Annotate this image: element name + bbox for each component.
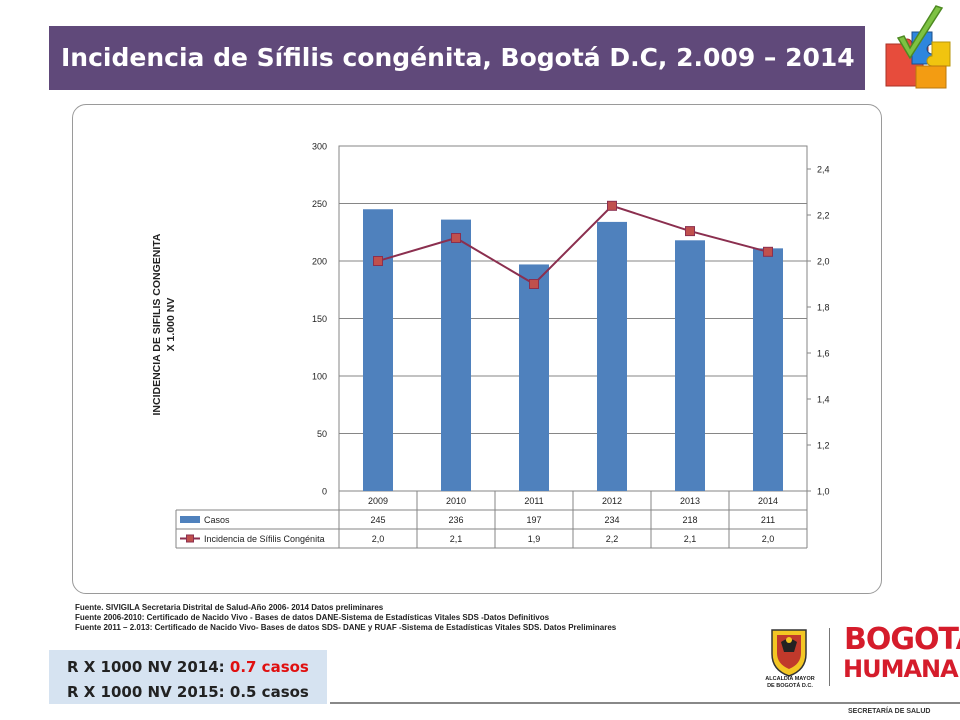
rate-2014: R X 1000 NV 2014: 0.7 casos xyxy=(67,658,309,676)
rate-2014-value: 0.7 casos xyxy=(229,658,309,676)
y2-tick-label: 1,6 xyxy=(817,349,830,359)
rate-2014-label: R X 1000 NV 2014: xyxy=(67,658,230,676)
y-tick-label: 0 xyxy=(322,487,327,497)
y-tick-label: 50 xyxy=(317,429,327,439)
y-tick-label: 100 xyxy=(312,372,327,382)
y2-tick-label: 1,2 xyxy=(817,441,830,451)
alcaldia-label: ALCALDÍA MAYOR DE BOGOTÁ D.C. xyxy=(752,676,828,690)
chart: 0 50 100 150 200 250 300 1,0 1,2 1,4 1,6 1,8 2,0 2,2 2… xyxy=(151,142,830,549)
chart-frame: 0 50 100 150 200 250 300 1,0 1,2 1,4 1,6 1,8 2,0 2,2 2… xyxy=(72,104,882,594)
logo-divider xyxy=(829,628,830,686)
line-point xyxy=(451,233,461,243)
title-bar: Incidencia de Sífilis congénita, Bogotá … xyxy=(49,26,865,90)
data-label: 234 xyxy=(604,515,619,525)
data-label: 2,1 xyxy=(684,534,697,544)
x-tick-label: 2009 xyxy=(368,496,388,506)
data-label: 2,0 xyxy=(372,534,385,544)
alcaldia-line: DE BOGOTÁ D.C. xyxy=(767,683,813,689)
legend-label: Incidencia de Sífilis Congénita xyxy=(204,534,325,544)
bar xyxy=(519,264,549,491)
legend-swatch-marker xyxy=(186,534,194,543)
y2-tick-label: 1,4 xyxy=(817,395,830,405)
incidence-line xyxy=(377,204,769,286)
x-tick-label: 2011 xyxy=(524,496,543,506)
line-point xyxy=(373,256,383,266)
legend-label: Casos xyxy=(204,515,230,525)
source-line: Fuente 2011 – 2.013: Certificado de Naci… xyxy=(75,623,617,632)
bogota-coat-of-arms-icon xyxy=(771,629,807,677)
y2-tick-label: 1,8 xyxy=(817,303,830,313)
line-point xyxy=(529,279,539,289)
y2-tick-label: 2,4 xyxy=(817,165,830,175)
y-tick-label: 200 xyxy=(312,257,327,267)
y-axis-title: INCIDENCIA DE SIFILIS CONGENITA xyxy=(151,233,163,415)
line-point xyxy=(685,226,695,237)
x-tick-label: 2014 xyxy=(758,496,778,506)
data-label: 245 xyxy=(370,515,385,525)
y-tick-label: 300 xyxy=(312,142,327,152)
page-title: Incidencia de Sífilis congénita, Bogotá … xyxy=(61,43,855,72)
bottom-divider xyxy=(330,702,960,704)
bar xyxy=(675,240,705,491)
bar xyxy=(597,221,627,491)
data-label: 1,9 xyxy=(528,534,541,544)
y2-tick-label: 2,0 xyxy=(817,257,830,267)
data-label: 236 xyxy=(448,515,463,525)
alcaldia-line: ALCALDÍA MAYOR xyxy=(765,676,815,682)
source-line: Fuente 2006-2010: Certificado de Nacido … xyxy=(75,613,550,622)
rate-box: R X 1000 NV 2014: 0.7 casos R X 1000 NV … xyxy=(49,650,327,704)
y-tick-label: 150 xyxy=(312,314,327,324)
bar xyxy=(753,248,783,491)
source-line: Fuente. SIVIGILA Secretaria Distrital de… xyxy=(75,603,384,612)
x-tick-label: 2010 xyxy=(446,496,466,506)
data-label: 211 xyxy=(761,515,775,525)
line-point xyxy=(763,246,773,257)
y2-tick-label: 1,0 xyxy=(817,487,830,497)
data-label: 2,0 xyxy=(762,534,775,544)
secretaria-label: SECRETARÍA DE SALUD xyxy=(848,708,931,715)
y-axis-title: X 1.000 NV xyxy=(165,298,177,352)
y2-tick-label: 2,2 xyxy=(817,211,830,221)
rate-2015: R X 1000 NV 2015: 0.5 casos xyxy=(67,683,309,701)
data-label: 197 xyxy=(526,515,541,525)
data-label: 218 xyxy=(682,515,697,525)
humana-logo-text: HUMANA xyxy=(843,655,959,683)
bar xyxy=(441,219,471,491)
bar xyxy=(363,209,393,491)
x-tick-label: 2012 xyxy=(602,496,622,506)
data-label: 2,2 xyxy=(606,534,619,544)
y-tick-label: 250 xyxy=(312,199,327,209)
line-point xyxy=(607,200,617,211)
puzzle-checkmark-icon xyxy=(885,5,951,89)
legend-swatch-bar xyxy=(180,516,200,523)
sources-footnote: Fuente. SIVIGILA Secretaria Distrital de… xyxy=(75,603,616,633)
bogota-logo-text: BOGOTÁ xyxy=(844,622,960,657)
x-tick-label: 2013 xyxy=(680,496,700,506)
data-label: 2,1 xyxy=(450,534,463,544)
